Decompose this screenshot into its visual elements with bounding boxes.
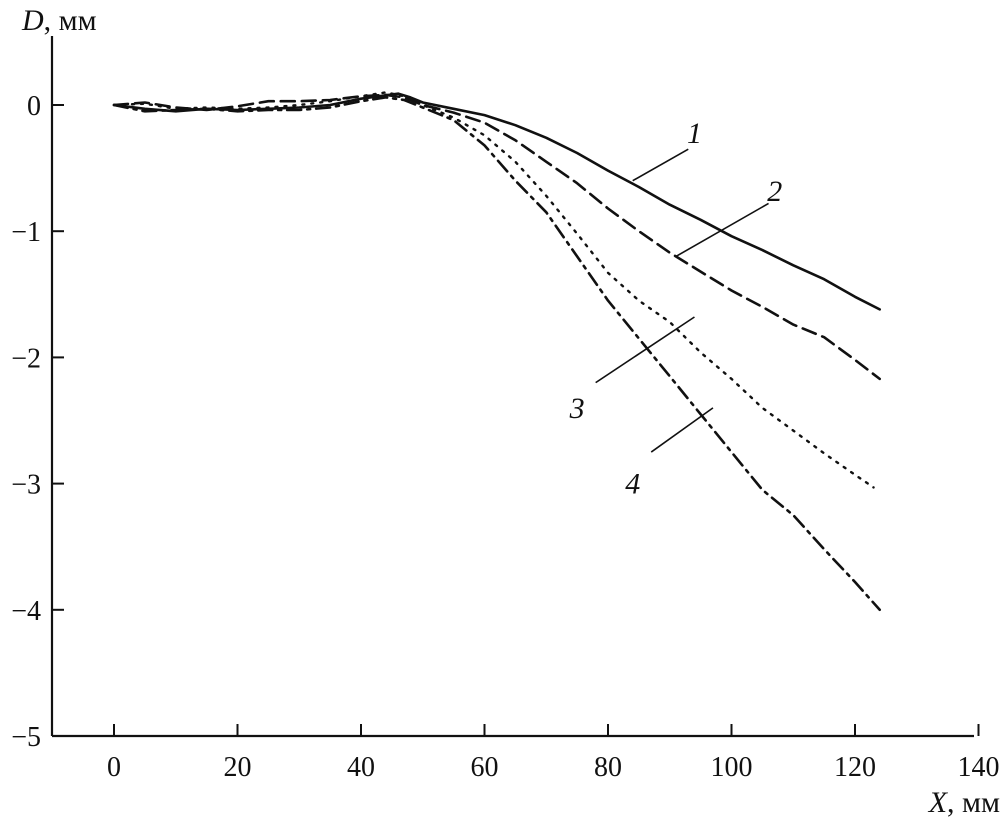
y-axis-title: D, мм: [21, 4, 97, 37]
y-tick-label: −4: [11, 596, 41, 627]
x-axis-unit: , мм: [947, 786, 1000, 819]
x-tick-label: 100: [711, 752, 753, 783]
curve-label-4: 4: [625, 468, 640, 501]
x-tick-label: 80: [594, 752, 622, 783]
x-tick-label: 20: [224, 752, 252, 783]
curve-label-3: 3: [569, 392, 585, 425]
curve-label-1: 1: [687, 117, 702, 150]
leader-line-1: [632, 148, 689, 182]
series-line-3: [112, 91, 875, 489]
y-tick-label: −2: [11, 343, 41, 374]
y-tick-label: 0: [27, 91, 41, 122]
y-tick-label: −3: [11, 470, 41, 501]
y-axis-variable: D: [21, 4, 44, 37]
x-tick-label: 120: [834, 752, 876, 783]
leader-line-2: [675, 202, 769, 258]
leader-line-4: [650, 407, 714, 453]
series-line-2: [112, 93, 882, 381]
x-tick-label: 40: [347, 752, 375, 783]
y-axis-unit: , мм: [44, 4, 97, 37]
x-tick-label: 0: [107, 752, 121, 783]
y-tick-label: −5: [11, 722, 41, 753]
leader-line-3: [595, 316, 695, 384]
x-axis-variable: X: [928, 786, 949, 819]
series-line-4: [112, 96, 882, 612]
x-axis-title: X, мм: [928, 786, 1000, 819]
x-tick-label: 60: [471, 752, 499, 783]
series-line-1: [112, 92, 882, 311]
curve-label-2: 2: [767, 175, 782, 208]
y-tick-label: −1: [11, 217, 41, 248]
x-tick-label: 140: [958, 752, 1000, 783]
